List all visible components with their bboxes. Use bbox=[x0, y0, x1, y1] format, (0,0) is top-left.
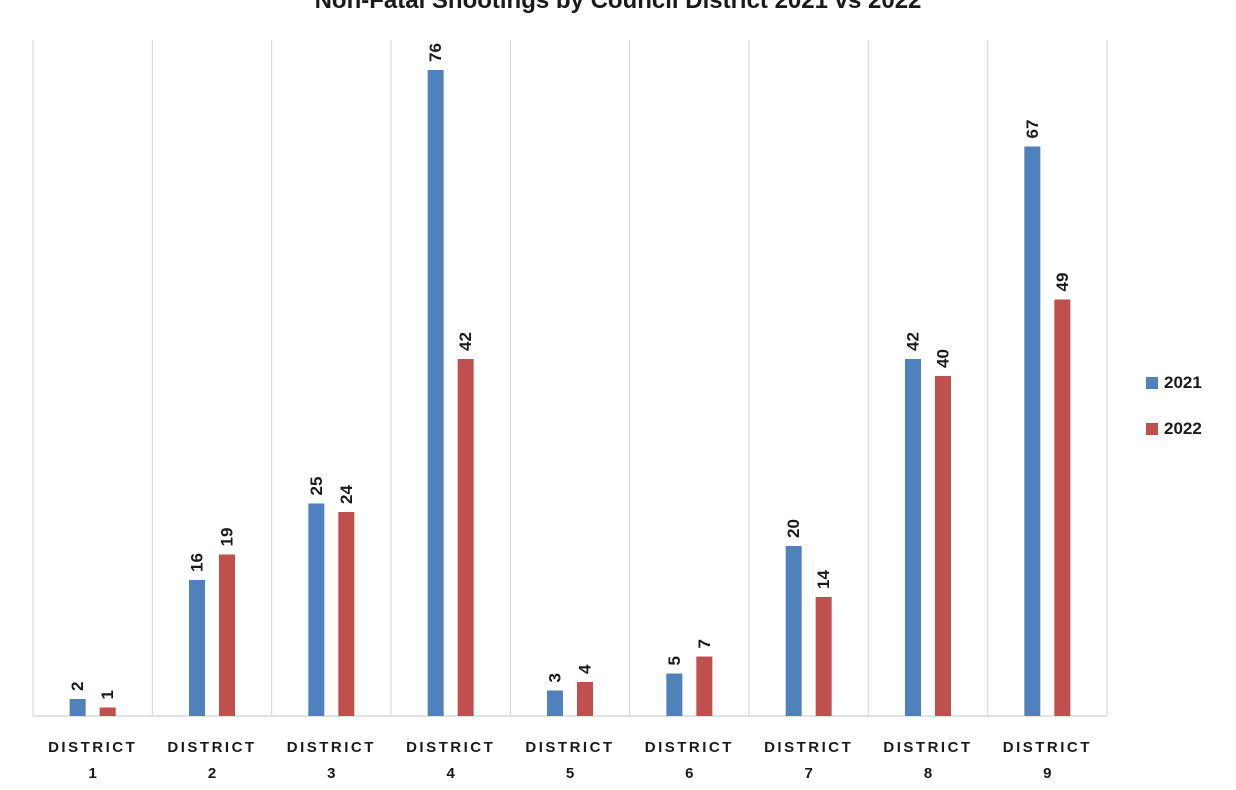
bar-2021-district-1 bbox=[69, 699, 86, 716]
legend-swatch-2022 bbox=[1146, 423, 1158, 435]
data-label-2022-district-7: 14 bbox=[814, 570, 833, 589]
x-tick-label: DISTRICT bbox=[406, 739, 495, 756]
data-label-2022-district-4: 42 bbox=[456, 332, 475, 351]
data-label-2022-district-9: 49 bbox=[1053, 273, 1072, 292]
x-tick-label: DISTRICT bbox=[525, 739, 614, 756]
x-tick-label: DISTRICT bbox=[883, 739, 972, 756]
data-label-2021-district-1: 2 bbox=[68, 682, 87, 691]
x-tick-label: DISTRICT bbox=[764, 739, 853, 756]
bar-2021-district-8 bbox=[905, 359, 921, 716]
bar-2022-district-2 bbox=[219, 554, 235, 716]
data-label-2021-district-7: 20 bbox=[784, 519, 803, 538]
x-tick-label-number: 3 bbox=[327, 765, 335, 782]
bar-2022-district-9 bbox=[1054, 299, 1071, 716]
legend-label-2022: 2022 bbox=[1164, 419, 1202, 438]
x-tick-label-number: 8 bbox=[924, 765, 932, 782]
x-tick-label: DISTRICT bbox=[645, 739, 734, 756]
data-label-2021-district-3: 25 bbox=[307, 477, 326, 496]
bar-2022-district-4 bbox=[457, 359, 474, 716]
bar-2022-district-5 bbox=[577, 682, 593, 716]
data-label-2022-district-6: 7 bbox=[695, 639, 714, 648]
x-tick-label-number: 7 bbox=[804, 765, 812, 782]
data-label-2021-district-9: 67 bbox=[1023, 120, 1042, 139]
chart-title: Non-Fatal Shootings by Council District … bbox=[314, 0, 922, 14]
data-label-2021-district-2: 16 bbox=[188, 553, 207, 572]
bar-2022-district-1 bbox=[99, 707, 116, 716]
bar-2022-district-6 bbox=[696, 656, 713, 716]
x-tick-label-number: 9 bbox=[1043, 765, 1051, 782]
data-label-2021-district-4: 76 bbox=[426, 43, 445, 62]
x-tick-label: DISTRICT bbox=[48, 739, 137, 756]
legend-item-2021: 2021 bbox=[1146, 372, 1232, 394]
legend-label-2021: 2021 bbox=[1164, 373, 1202, 392]
legend-item-2022: 2022 bbox=[1146, 418, 1232, 440]
legend-swatch-2021 bbox=[1146, 377, 1158, 389]
data-label-2021-district-6: 5 bbox=[665, 656, 684, 665]
data-label-2022-district-8: 40 bbox=[934, 349, 953, 368]
x-tick-label-number: 2 bbox=[208, 765, 216, 782]
data-label-2022-district-3: 24 bbox=[337, 485, 356, 504]
x-tick-label: DISTRICT bbox=[1003, 739, 1092, 756]
bar-2021-district-3 bbox=[308, 503, 325, 716]
x-tick-label-number: 6 bbox=[685, 765, 693, 782]
bar-2022-district-8 bbox=[935, 376, 951, 716]
legend: 2021 2022 bbox=[1146, 372, 1232, 464]
x-tick-label-number: 5 bbox=[566, 765, 574, 782]
x-tick-label: DISTRICT bbox=[287, 739, 376, 756]
bar-2021-district-2 bbox=[189, 580, 205, 716]
data-label-2021-district-5: 3 bbox=[546, 673, 565, 682]
data-label-2022-district-5: 4 bbox=[576, 664, 595, 674]
bar-2022-district-7 bbox=[815, 597, 832, 716]
bar-2021-district-9 bbox=[1024, 146, 1041, 716]
x-tick-label-number: 1 bbox=[88, 765, 96, 782]
bar-2021-district-6 bbox=[666, 673, 683, 716]
x-tick-label-number: 4 bbox=[446, 765, 455, 782]
bar-2022-district-3 bbox=[338, 512, 355, 716]
x-tick-label: DISTRICT bbox=[167, 739, 256, 756]
bar-2021-district-5 bbox=[547, 690, 563, 716]
data-label-2022-district-2: 19 bbox=[218, 528, 237, 547]
bar-2021-district-4 bbox=[427, 70, 444, 716]
data-label-2021-district-8: 42 bbox=[904, 332, 923, 351]
data-label-2022-district-1: 1 bbox=[98, 690, 117, 699]
bar-2021-district-7 bbox=[785, 546, 802, 716]
